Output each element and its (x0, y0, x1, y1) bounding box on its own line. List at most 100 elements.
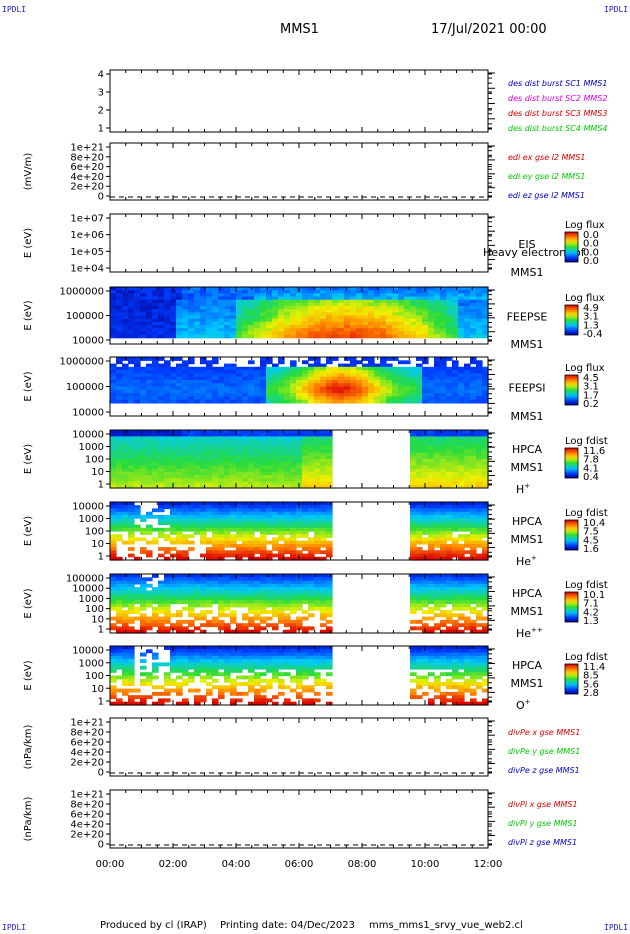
spectrogram-cell (326, 534, 333, 538)
spectrogram-cell (170, 299, 177, 304)
spectrogram-cell (368, 312, 375, 317)
spectrogram-cell (458, 537, 465, 542)
spectrogram-cell (422, 459, 429, 463)
spectrogram-cell (122, 439, 129, 444)
spectrogram-cell (164, 505, 171, 509)
spectrogram-cell (230, 459, 237, 463)
spectrogram-cell (116, 603, 123, 608)
spectrogram-cell (272, 430, 279, 434)
spectrogram-cell (440, 475, 447, 479)
spectrogram-cell (266, 370, 273, 374)
spectrogram-cell (362, 290, 369, 294)
spectrogram-cell (218, 478, 225, 483)
spectrogram-cell (446, 302, 453, 307)
colorbar (564, 519, 579, 551)
spectrogram-cell (296, 514, 303, 519)
spectrogram-cell (128, 619, 135, 624)
spectrogram-cell (308, 366, 315, 371)
spectrogram-cell (428, 593, 435, 598)
spectrogram-cell (206, 478, 213, 483)
spectrogram-cell (266, 600, 273, 605)
spectrogram-cell (452, 553, 459, 558)
spectrogram-cell (446, 484, 453, 489)
spectrogram-cell (302, 328, 309, 332)
spectrogram-cell (302, 370, 309, 374)
spectrogram-cell (464, 334, 471, 339)
spectrogram-cell (326, 610, 333, 614)
spectrogram-cell (200, 455, 207, 460)
spectrogram-cell (326, 593, 333, 598)
spectrogram-cell (410, 543, 417, 548)
spectrogram-cell (356, 379, 363, 384)
spectrogram-cell (428, 462, 435, 466)
spectrogram-cell (230, 315, 237, 320)
spectrogram-cell (206, 389, 213, 394)
spectrogram-cell (428, 580, 435, 585)
spectrogram-cell (206, 580, 213, 585)
spectrogram-cell (272, 502, 279, 506)
spectrogram-cell (308, 383, 315, 388)
spectrogram-cell (140, 370, 147, 374)
spectrogram-cell (410, 590, 417, 595)
spectrogram-cell (164, 436, 171, 441)
spectrogram-cell (134, 556, 141, 561)
spectrogram-cell (248, 590, 255, 595)
spectrogram-cell (320, 471, 327, 476)
spectrogram-cell (308, 309, 315, 313)
spectrogram-cell (212, 623, 219, 628)
spectrogram-cell (278, 383, 285, 388)
spectrogram-cell (428, 331, 435, 336)
spectrogram-cell (350, 389, 357, 394)
spectrogram-cell (338, 331, 345, 336)
spectrogram-cell (326, 318, 333, 323)
spectrogram-cell (134, 606, 141, 611)
spectrogram-cell (410, 505, 417, 509)
spectrogram-cell (182, 386, 189, 391)
spectrogram-cell (338, 306, 345, 310)
spectrogram-cell (476, 370, 483, 374)
spectrogram-cell (152, 537, 159, 542)
spectrogram-cell (176, 518, 183, 522)
spectrogram-cell (188, 593, 195, 598)
spectrogram-cell (188, 442, 195, 447)
spectrogram-cell (158, 596, 165, 601)
spectrogram-cell (146, 452, 153, 457)
spectrogram-cell (482, 518, 489, 522)
spectrogram-cell (218, 524, 225, 529)
spectrogram-cell (260, 593, 267, 598)
spectrogram-cell (308, 626, 315, 631)
spectrogram-cell (326, 383, 333, 388)
spectrogram-cell (146, 312, 153, 317)
spectrogram-cell (212, 550, 219, 555)
spectrogram-cell (182, 475, 189, 479)
spectrogram-cell (452, 484, 459, 489)
spectrogram-cell (416, 376, 423, 381)
spectrogram-cell (182, 484, 189, 489)
spectrogram-cell (446, 478, 453, 483)
spectrogram-cell (314, 373, 321, 378)
spectrogram-cell (128, 668, 135, 673)
spectrogram-cell (458, 587, 465, 591)
spectrogram-cell (290, 623, 297, 628)
spectrogram-cell (320, 518, 327, 522)
spectrogram-cell (254, 462, 261, 466)
spectrogram-cell (302, 629, 309, 634)
spectrogram-cell (182, 376, 189, 381)
spectrogram-cell (122, 587, 129, 591)
spectrogram-cell (308, 518, 315, 522)
spectrogram-cell (260, 514, 267, 519)
spectrogram-cell (182, 502, 189, 506)
spectrogram-cell (158, 306, 165, 310)
spectrogram-cell (194, 524, 201, 529)
spectrogram-cell (314, 393, 321, 397)
spectrogram-cell (326, 379, 333, 384)
spectrogram-cell (236, 511, 243, 516)
spectrogram-cell (482, 465, 489, 470)
spectrogram-cell (296, 366, 303, 371)
spectrogram-cell (164, 688, 171, 693)
spectrogram-cell (296, 471, 303, 476)
spectrogram-cell (200, 484, 207, 489)
spectrogram-cell (242, 550, 249, 555)
spectrogram-cell (284, 379, 291, 384)
